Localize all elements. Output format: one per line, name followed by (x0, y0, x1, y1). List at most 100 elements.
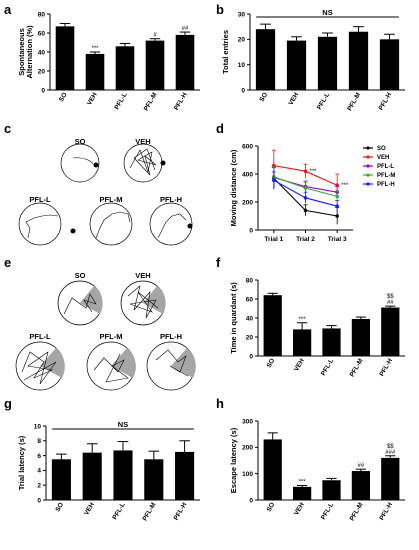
chart-d-y-label: Moving distance (cm) (229, 149, 238, 226)
platform-veh (160, 160, 166, 166)
trace-title-pfl-l: PFL-L (29, 195, 51, 204)
bar-f-PFL-M (351, 318, 371, 356)
swim-path-pfl-l (25, 214, 59, 239)
bar-b-PFL-M (348, 31, 369, 90)
bar-h-VEH (292, 486, 312, 500)
sig-a-PFL-M: # (153, 33, 157, 39)
swim-path-so (72, 157, 94, 165)
series-point-PFL-H (303, 196, 308, 200)
cat-label-f-PFL-H: PFL-H (378, 357, 394, 377)
chart-a-y-tick-label: 40 (38, 49, 46, 56)
panel-label-f: f (216, 255, 221, 270)
cat-label-f-VEH: VEH (293, 357, 306, 372)
chart-g-y-tick-label: 2 (37, 483, 41, 490)
annotation-d: *** (310, 169, 318, 175)
annotation-d: *** (341, 183, 349, 189)
cat-label-h-PFL-L: PFL-L (320, 501, 335, 520)
trace-title-pfl-m: PFL-M (100, 195, 123, 204)
cat-label-h-PFL-M: PFL-M (349, 502, 365, 523)
series-point-SO (335, 214, 339, 218)
bar-f-SO (263, 295, 282, 356)
maze-path-pfl-m (93, 353, 129, 383)
bar-b-SO (255, 29, 276, 90)
trace-panel-e: SO VEH PFL-L PFL-M PFL-H (15, 271, 196, 391)
chart-h-y-label: Escape latency (s) (229, 427, 238, 493)
bar-b-PFL-H (379, 39, 400, 90)
pool-circle-pfl-l (18, 202, 62, 246)
swim-path-veh (129, 148, 157, 176)
cat-label-f-PFL-M: PFL-M (349, 358, 365, 379)
chart-h-y-tick-label: 100 (242, 471, 253, 478)
pool-circle-pfl-h (149, 202, 193, 246)
pool-circle-so (60, 143, 100, 183)
sig-h-PFL-H: ### (385, 450, 396, 456)
legend-marker-VEH (366, 155, 370, 159)
legend-marker-PFL-M (366, 173, 370, 177)
cat-label-g-PFL-H: PFL-H (173, 501, 189, 521)
chart-d-x-tick-label: Trial 1 (264, 236, 283, 243)
chart-b-y-tick-label: 20 (238, 37, 246, 44)
legend-marker-PFL-L (366, 164, 370, 168)
legend-label-PFL-M: PFL-M (377, 173, 395, 179)
cat-label-b-PFL-M: PFL-M (346, 92, 362, 113)
sig-a-PFL-H: ## (182, 26, 189, 32)
chart-moving-distance: 0 200 400 600 Moving distance (cm) Trial 1 Tri… (229, 143, 395, 243)
trace-title-pfl-h: PFL-H (160, 195, 182, 204)
swim-path-pfl-h (157, 213, 187, 239)
maze-title-pfl-m: PFL-M (100, 332, 123, 341)
series-point-PFL-M (335, 194, 339, 199)
cat-label-g-PFL-M: PFL-M (142, 502, 158, 523)
panel-label-b: b (216, 2, 224, 17)
panel-label-c: c (4, 121, 11, 136)
maze-title-pfl-h: PFL-H (160, 332, 182, 341)
bar-a-PFL-L (115, 46, 135, 90)
chart-g-y-tick-label: 8 (37, 438, 41, 445)
cat-label-a-PFL-H: PFL-H (173, 91, 189, 111)
pool-circle-pfl-m (89, 202, 133, 246)
maze-title-so: SO (75, 271, 86, 280)
target-quadrant-so (80, 286, 103, 314)
legend-label-SO: SO (377, 146, 386, 152)
chart-trial-latency: 0 2 4 6 8 10 Trial latency (s) SO VEH PFL-L PFL-M P… (17, 420, 200, 522)
cat-label-a-PFL-L: PFL-L (113, 91, 128, 110)
chart-a-y-label: Alternation (%) (25, 25, 34, 79)
chart-a-y-tick-label: 80 (38, 11, 46, 18)
chart-f-y-tick-label: 0 (249, 353, 253, 360)
bar-h-PFL-L (322, 480, 341, 500)
cat-label-a-SO: SO (58, 92, 69, 104)
cat-label-g-VEH: VEH (83, 501, 96, 516)
swim-path-pfl-m (95, 211, 131, 239)
series-point-PFL-H (272, 178, 276, 183)
chart-g-y-tick-label: 10 (34, 423, 42, 430)
sig-h-PFL-H: $$ (387, 444, 394, 450)
chart-g-y-tick-label: 6 (37, 453, 41, 460)
trace-panel-c: SO VEH PFL-L PFL-M PFL-H (18, 137, 193, 246)
series-point-VEH (272, 163, 276, 168)
cat-label-f-SO: SO (266, 358, 277, 370)
maze-path-so (63, 293, 97, 315)
sig-h-PFL-M: ## (358, 463, 365, 469)
target-quadrant-pfl-m (111, 348, 136, 378)
series-point-VEH (335, 183, 339, 187)
bracket-label-g: NS (118, 420, 128, 429)
chart-b-y-tick-label: 30 (238, 11, 246, 18)
panel-label-g: g (4, 396, 12, 411)
platform-pfl-l (70, 228, 76, 234)
chart-h-y-tick-label: 300 (242, 418, 253, 425)
chart-f-y-tick-label: 20 (246, 334, 254, 341)
platform-pfl-h (187, 223, 193, 229)
chart-d-y-tick-label: 400 (242, 171, 253, 178)
chart-time-in-quadrant: 0 20 40 60 80 Time in quardant (s) SO VEH *** PFL… (229, 277, 405, 378)
cat-label-f-PFL-L: PFL-L (320, 357, 335, 376)
cat-label-g-PFL-L: PFL-L (111, 501, 126, 520)
bar-g-PFL-M (144, 459, 164, 500)
chart-a-y-label: Spontaneous (17, 28, 26, 76)
bar-h-PFL-M (351, 471, 371, 500)
bar-g-PFL-L (113, 450, 133, 500)
cat-label-h-PFL-H: PFL-H (378, 501, 394, 521)
bar-g-VEH (82, 452, 102, 500)
chart-g-y-tick-label: 4 (37, 468, 41, 475)
chart-g-y-tick-label: 0 (37, 497, 41, 504)
bar-h-SO (263, 439, 282, 500)
